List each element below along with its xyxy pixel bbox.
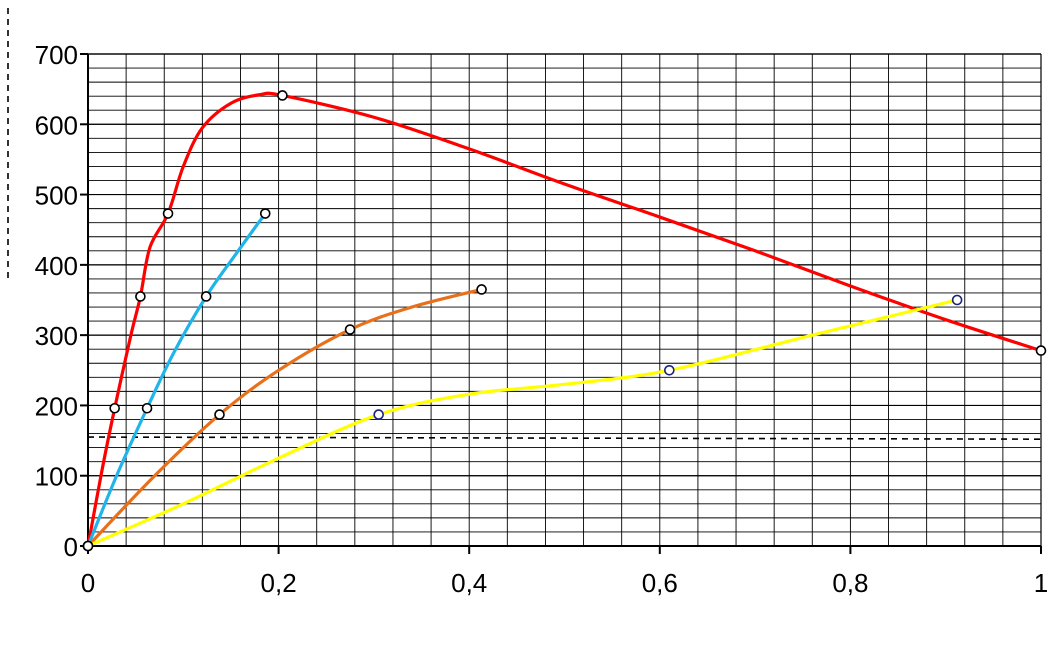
- x-tick-label: 0,4: [451, 568, 487, 598]
- x-tick-label: 0,6: [642, 568, 678, 598]
- x-tick-label: 0: [81, 568, 95, 598]
- x-tick-label: 0,8: [832, 568, 868, 598]
- axes: [80, 53, 1042, 554]
- data-point: [476, 284, 487, 295]
- y-tick-label: 300: [35, 321, 78, 351]
- x-tick-label: 0,2: [261, 568, 297, 598]
- y-tick-label: 0: [64, 532, 78, 562]
- plot-area: [88, 54, 1041, 546]
- plot-background: [88, 54, 1041, 546]
- data-point: [277, 90, 288, 101]
- data-point: [664, 364, 675, 376]
- data-point: [141, 402, 153, 414]
- y-tick-label: 500: [35, 181, 78, 211]
- reference-line: [87, 436, 1042, 440]
- y-tick-label: 700: [35, 40, 78, 70]
- series-line-1: [86, 91, 1043, 548]
- y-tick-label: 200: [35, 391, 78, 421]
- y-tick-label: 600: [35, 110, 78, 140]
- x-tick-labels: 0 0,2 0,4 0,6 0,8 1: [81, 568, 1048, 598]
- data-point: [344, 324, 356, 335]
- data-point: [135, 291, 146, 302]
- data-point: [214, 409, 225, 420]
- x-tick-label: 1: [1034, 568, 1048, 598]
- y-tick-labels: 0 100 200 300 400 500 600 700: [35, 40, 78, 562]
- y-tick-label: 100: [35, 462, 78, 492]
- series-points: [82, 90, 1047, 552]
- data-point: [259, 208, 271, 219]
- data-point: [373, 409, 384, 420]
- reference-dashed-line: [87, 436, 1042, 440]
- series-line-4: [86, 298, 959, 548]
- series-lines: [86, 91, 1043, 548]
- series-line-3: [86, 287, 484, 548]
- data-point: [1035, 345, 1047, 356]
- data-point: [109, 402, 120, 414]
- data-point: [200, 291, 212, 302]
- series-line-2: [86, 211, 267, 548]
- data-point: [82, 540, 94, 552]
- data-point: [951, 294, 963, 306]
- data-point: [162, 208, 174, 219]
- y-tick-label: 400: [35, 251, 78, 281]
